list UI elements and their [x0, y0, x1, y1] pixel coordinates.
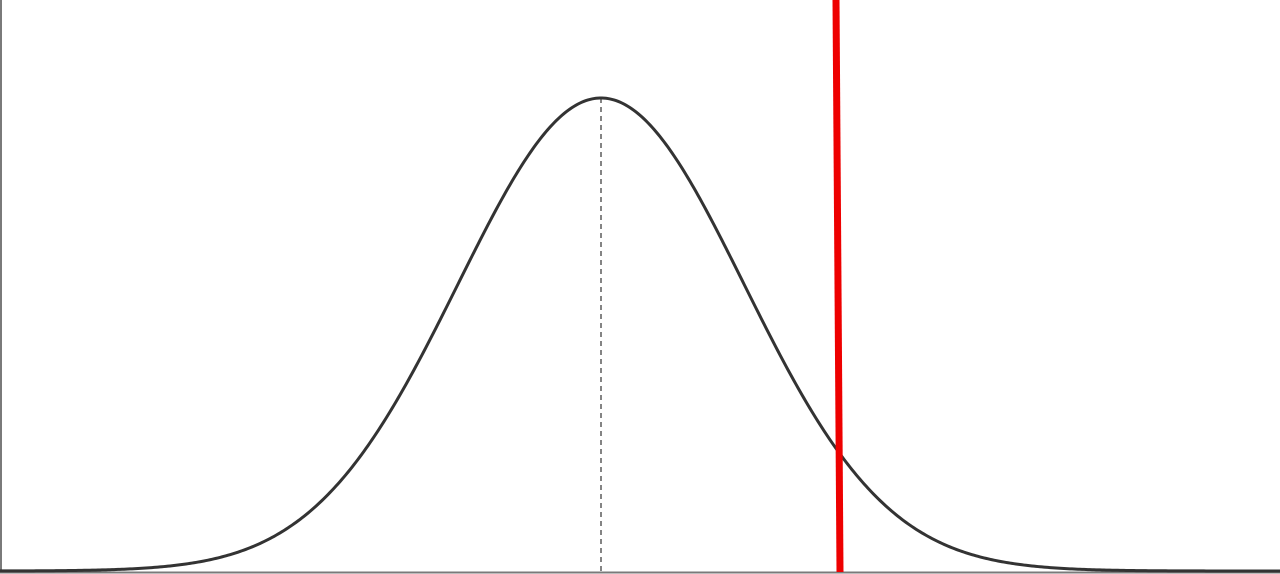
threshold-line	[832, 0, 844, 573]
normal-curve	[0, 96, 1280, 573]
